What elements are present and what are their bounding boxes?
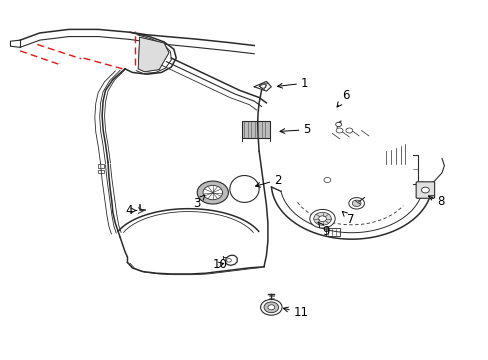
Text: 8: 8: [427, 195, 444, 208]
Circle shape: [324, 177, 330, 183]
Circle shape: [309, 210, 334, 228]
Text: 5: 5: [280, 123, 310, 136]
Circle shape: [318, 216, 326, 222]
Circle shape: [421, 187, 428, 193]
Text: 7: 7: [342, 211, 354, 226]
Circle shape: [260, 84, 265, 88]
Text: 3: 3: [193, 195, 204, 210]
Circle shape: [267, 305, 274, 310]
Circle shape: [203, 185, 222, 200]
Circle shape: [345, 128, 352, 133]
Polygon shape: [138, 37, 168, 72]
Circle shape: [313, 212, 330, 225]
Circle shape: [264, 302, 278, 313]
Ellipse shape: [229, 176, 259, 202]
Text: 9: 9: [318, 222, 329, 238]
Text: 4: 4: [125, 204, 137, 217]
Circle shape: [226, 258, 231, 262]
Circle shape: [351, 200, 360, 207]
Text: 6: 6: [336, 89, 349, 107]
FancyBboxPatch shape: [242, 121, 270, 138]
Text: 11: 11: [283, 306, 307, 319]
Text: 2: 2: [255, 174, 281, 187]
Circle shape: [197, 181, 228, 204]
Circle shape: [335, 122, 341, 127]
Text: 10: 10: [212, 258, 227, 271]
FancyBboxPatch shape: [415, 182, 434, 198]
Circle shape: [335, 128, 342, 133]
Circle shape: [348, 198, 364, 209]
Text: 1: 1: [277, 77, 307, 90]
Circle shape: [260, 300, 282, 315]
